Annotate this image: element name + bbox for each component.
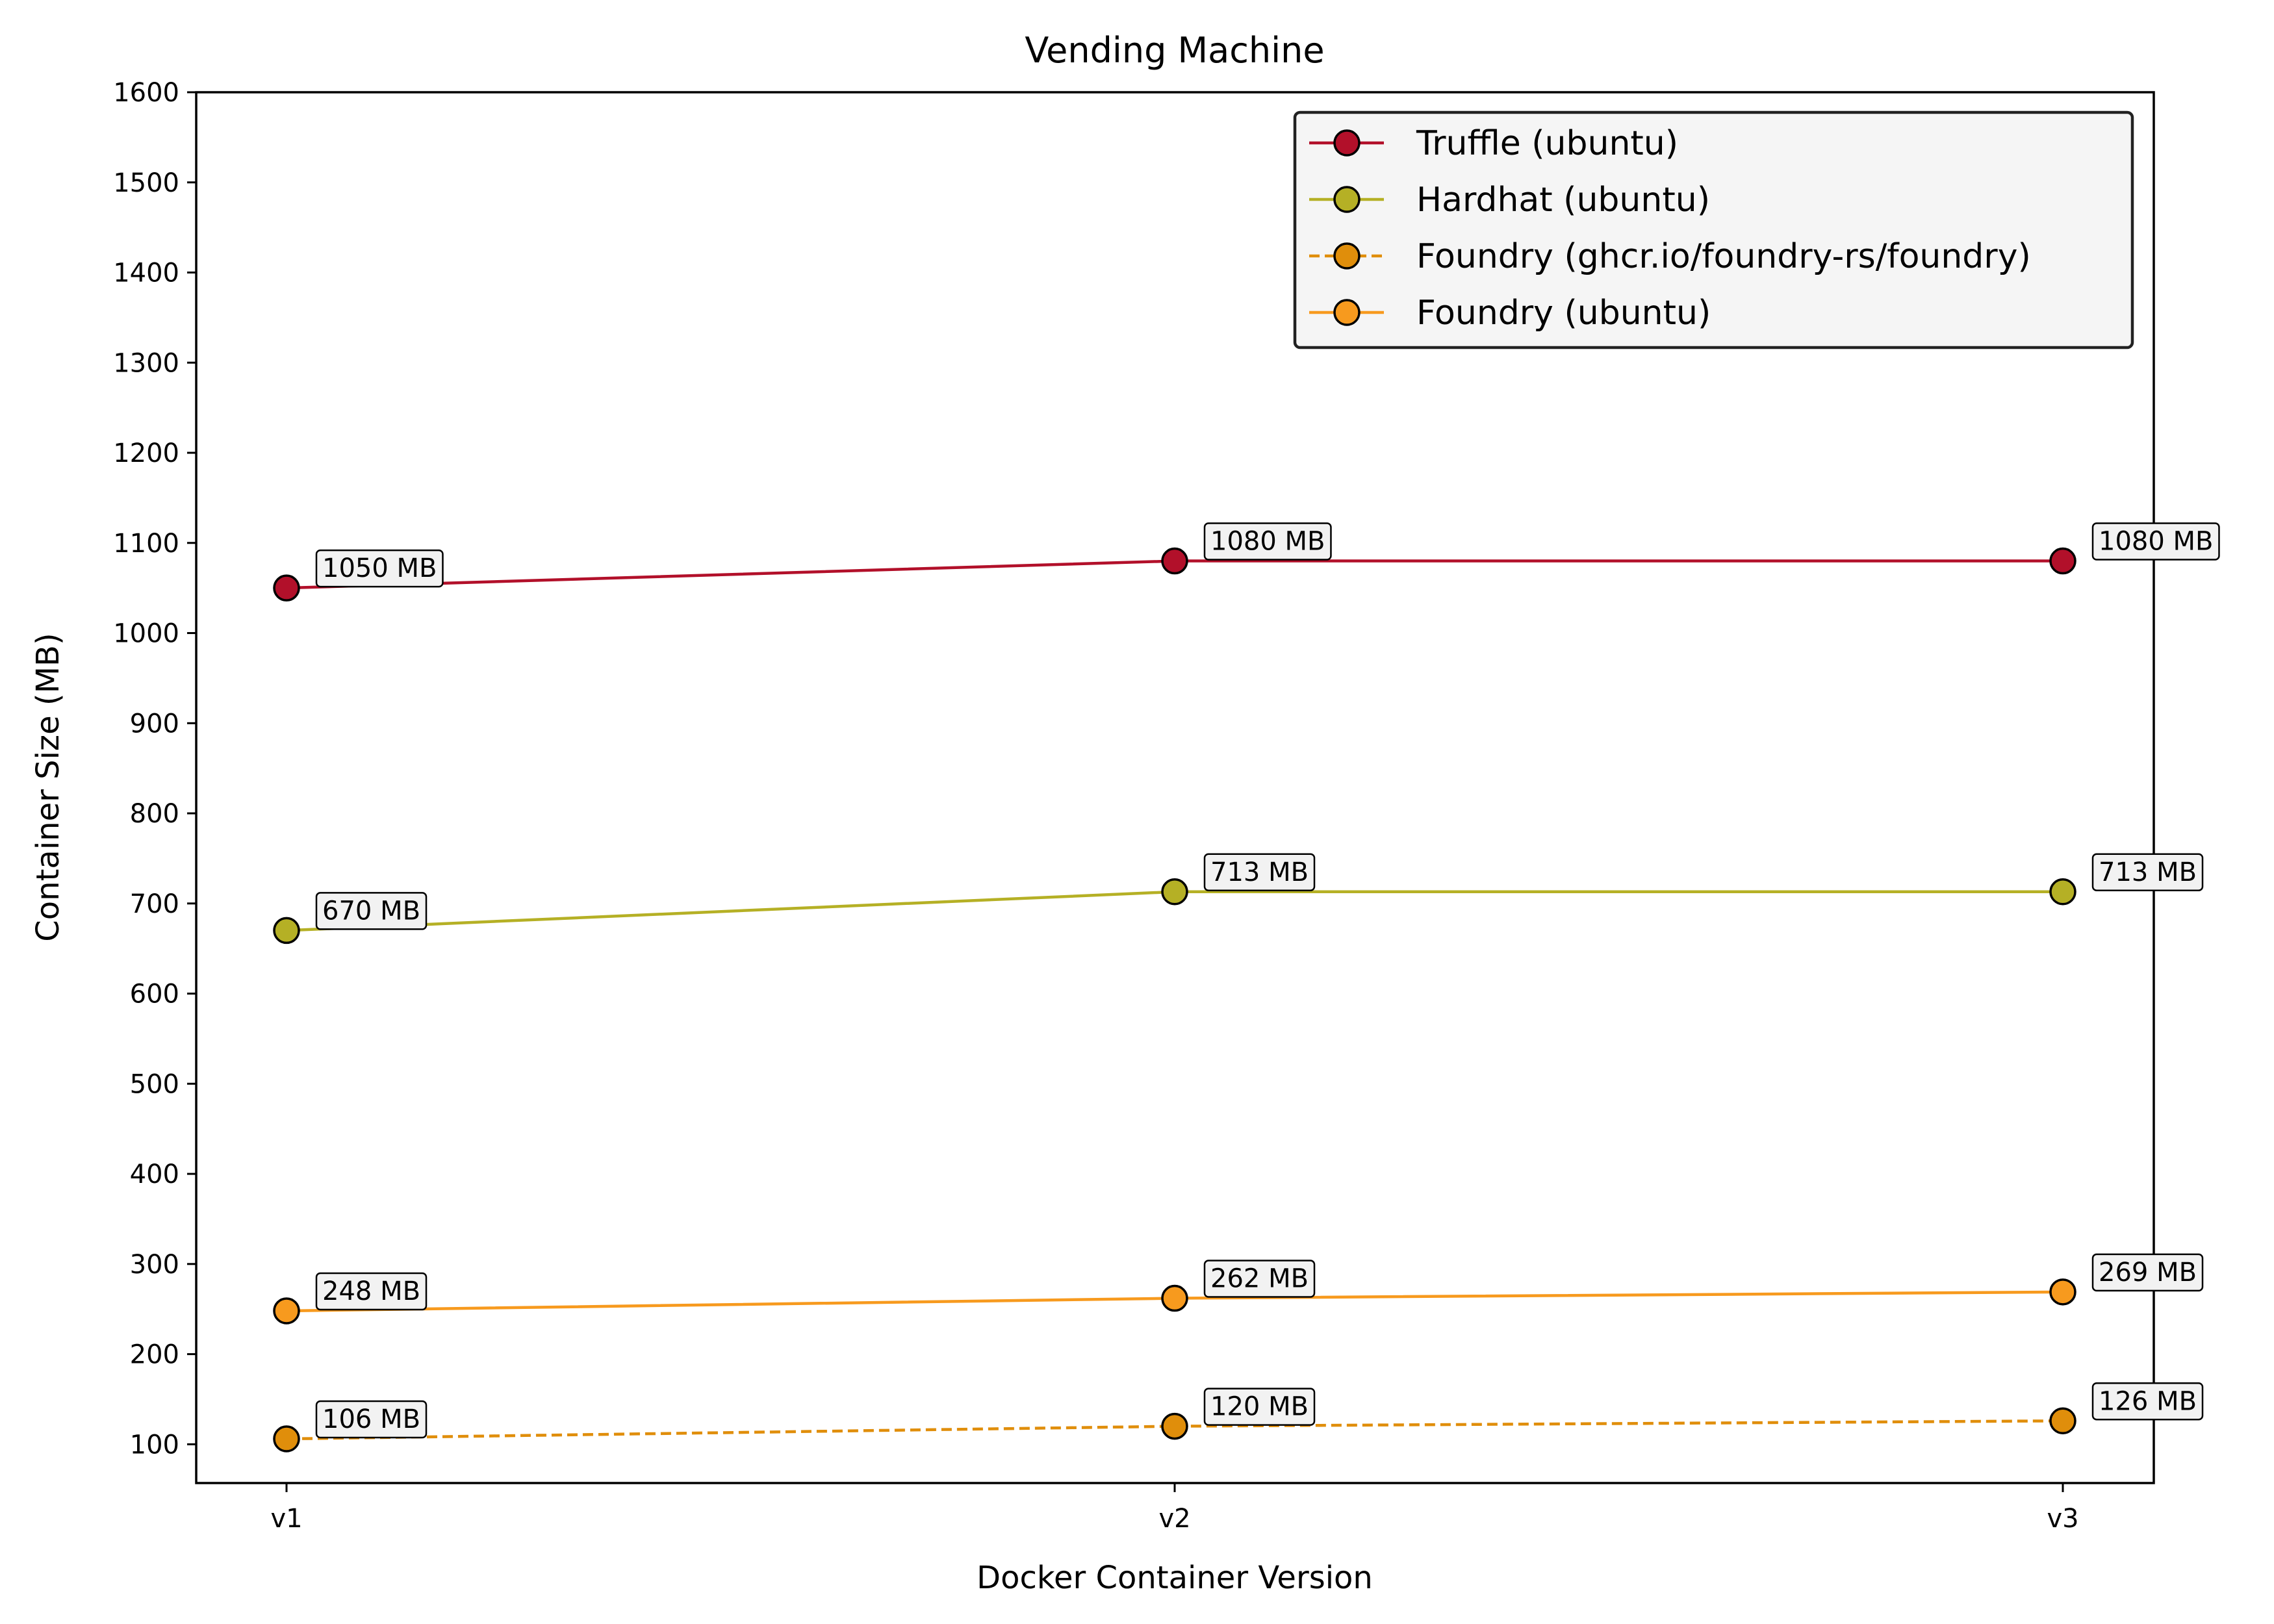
data-label: 1080 MB — [1203, 522, 1332, 561]
data-labels: 1050 MB 1080 MB 1080 MB 670 MB 713 MB 713 MB 1… — [315, 522, 2220, 1439]
data-point — [273, 1425, 300, 1453]
legend-entry-label: Foundry (ghcr.io/foundry-rs/foundry) — [1416, 237, 2031, 276]
y-axis-ticks: 100 200 300 400 500 600 700 800 900 1000 1100 1200 1… — [113, 78, 196, 1460]
data-label-text: 248 MB — [322, 1276, 420, 1306]
data-label: 670 MB — [315, 892, 428, 930]
data-label-box — [1203, 853, 1316, 892]
data-label-box — [2091, 1253, 2204, 1292]
y-tick-label: 1500 — [113, 168, 179, 198]
y-tick-label: 300 — [130, 1250, 179, 1280]
data-label: 262 MB — [1203, 1260, 1316, 1298]
data-point — [2049, 878, 2076, 906]
legend-swatch-marker — [1333, 129, 1361, 157]
data-point — [1161, 878, 1188, 906]
data-label-text: 1080 MB — [2099, 527, 2213, 557]
data-label: 126 MB — [2091, 1382, 2204, 1421]
data-label: 1050 MB — [315, 549, 444, 588]
data-point — [1161, 547, 1188, 575]
data-label-text: 126 MB — [2099, 1386, 2197, 1416]
x-tick-label: v2 — [1158, 1504, 1190, 1534]
legend-frame — [1293, 110, 2134, 349]
y-tick-label: 400 — [130, 1160, 179, 1189]
data-label-text: 269 MB — [2099, 1258, 2197, 1288]
y-tick-label: 1100 — [113, 529, 179, 559]
data-label: 1080 MB — [2091, 522, 2220, 561]
series-0 — [273, 547, 2076, 602]
x-axis-ticks: v1 v2 v3 — [270, 1483, 2079, 1534]
legend-swatch-marker — [1333, 242, 1361, 270]
data-label-box — [1203, 522, 1332, 561]
data-label: 713 MB — [1203, 853, 1316, 892]
y-tick-label: 1400 — [113, 259, 179, 288]
y-tick-label: 600 — [130, 980, 179, 1009]
x-axis-label: Docker Container Version — [977, 1560, 1373, 1596]
data-point — [2049, 547, 2076, 575]
data-label-box — [2091, 1382, 2204, 1421]
legend-swatch-marker — [1333, 186, 1361, 213]
data-label-text: 262 MB — [1210, 1264, 1309, 1294]
chart-title: Vending Machine — [1025, 30, 1324, 71]
legend-entry-label: Hardhat (ubuntu) — [1416, 181, 1710, 220]
series-1 — [273, 878, 2076, 945]
series-3 — [273, 1278, 2076, 1325]
data-point — [273, 917, 300, 945]
data-label: 248 MB — [315, 1272, 428, 1311]
data-label-box — [1203, 1260, 1316, 1298]
y-tick-label: 1200 — [113, 438, 179, 468]
x-tick-label: v3 — [2047, 1504, 2078, 1534]
data-label-text: 713 MB — [2099, 857, 2197, 887]
data-label-text: 1080 MB — [1210, 527, 1325, 557]
y-tick-label: 900 — [130, 709, 179, 739]
legend: Truffle (ubuntu) Hardhat (ubuntu) Foundry … — [1293, 110, 2134, 349]
data-label: 120 MB — [1203, 1388, 1316, 1426]
data-point — [273, 1297, 300, 1325]
data-label-box — [2091, 522, 2220, 561]
data-label-text: 1050 MB — [322, 553, 437, 583]
y-axis-label: Container Size (MB) — [30, 633, 66, 941]
x-tick-label: v1 — [270, 1504, 302, 1534]
y-tick-label: 800 — [130, 799, 179, 829]
data-label-text: 120 MB — [1210, 1392, 1309, 1422]
legend-swatch-marker — [1333, 299, 1361, 326]
data-point — [2049, 1278, 2076, 1306]
data-label-box — [315, 892, 428, 930]
data-point — [1161, 1284, 1188, 1312]
y-tick-label: 500 — [130, 1069, 179, 1099]
data-point — [2049, 1407, 2076, 1435]
data-point — [1161, 1412, 1188, 1440]
data-label: 106 MB — [315, 1400, 428, 1439]
data-label-box — [315, 549, 444, 588]
legend-entry-label: Foundry (ubuntu) — [1416, 294, 1711, 333]
data-label-text: 670 MB — [322, 896, 420, 926]
data-label: 713 MB — [2091, 853, 2204, 892]
y-tick-label: 1600 — [113, 78, 179, 108]
y-tick-label: 1300 — [113, 348, 179, 378]
y-tick-label: 1000 — [113, 619, 179, 649]
y-tick-label: 100 — [130, 1430, 179, 1460]
data-point — [273, 574, 300, 602]
data-label-box — [2091, 853, 2204, 892]
data-label-box — [315, 1272, 428, 1311]
series-layer — [273, 547, 2076, 1453]
series-2 — [273, 1407, 2076, 1453]
data-label-text: 713 MB — [1210, 857, 1309, 887]
y-tick-label: 700 — [130, 889, 179, 919]
data-label: 269 MB — [2091, 1253, 2204, 1292]
legend-entry-label: Truffle (ubuntu) — [1416, 124, 1678, 163]
data-label-box — [315, 1400, 428, 1439]
data-label-box — [1203, 1388, 1316, 1426]
y-tick-label: 200 — [130, 1340, 179, 1370]
data-label-text: 106 MB — [322, 1404, 420, 1434]
